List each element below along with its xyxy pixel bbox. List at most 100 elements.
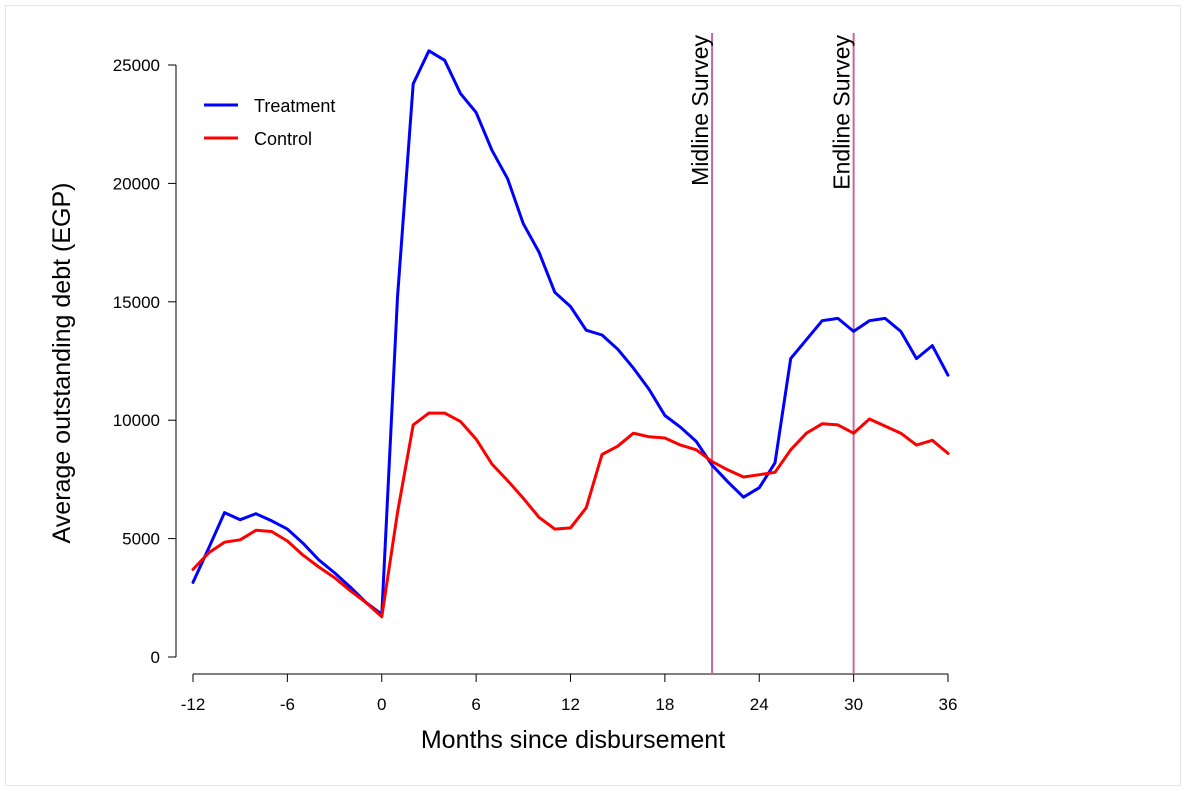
data-point-treatment xyxy=(758,486,761,489)
data-point-control xyxy=(647,435,651,438)
data-point-treatment xyxy=(805,338,808,341)
survey-lines: Midline Survey Endline Survey xyxy=(687,33,855,674)
data-point-control xyxy=(223,540,226,544)
legend-label-treatment: Treatment xyxy=(254,96,335,116)
data-point-control xyxy=(506,479,509,482)
data-point-control xyxy=(537,516,541,519)
data-point-treatment xyxy=(553,291,556,294)
data-point-control xyxy=(349,589,352,592)
x-tick-label: 36 xyxy=(939,695,958,714)
data-point-treatment xyxy=(459,92,462,95)
data-point-control xyxy=(915,443,918,447)
data-point-control xyxy=(412,423,415,427)
data-point-control xyxy=(207,551,210,555)
data-point-control xyxy=(883,424,887,428)
data-point-treatment xyxy=(836,317,840,320)
data-point-control xyxy=(427,411,431,415)
axes: 0 5000 10000 15000 20000 25000 -12 -6 0 6 12 18 24 30… xyxy=(113,56,958,714)
y-tick-label: 15000 xyxy=(113,293,160,312)
data-point-control xyxy=(191,568,195,571)
x-axis-title: Months since disbursement xyxy=(421,726,725,754)
y-tick-label: 25000 xyxy=(113,56,160,75)
x-tick-label: 12 xyxy=(561,695,580,714)
data-point-control xyxy=(663,436,667,440)
data-point-control xyxy=(380,615,383,618)
data-point-treatment xyxy=(915,357,918,360)
data-point-treatment xyxy=(695,440,698,443)
data-point-treatment xyxy=(427,49,431,52)
y-tick-label: 5000 xyxy=(122,530,160,549)
x-tick-label: 18 xyxy=(655,695,674,714)
data-point-control xyxy=(931,439,934,442)
data-point-control xyxy=(333,576,336,579)
data-point-treatment xyxy=(632,366,635,370)
data-point-control xyxy=(600,453,604,456)
x-tick-label: 30 xyxy=(844,695,863,714)
data-point-treatment xyxy=(317,558,321,562)
survey-line-label: Midline Survey xyxy=(687,35,713,186)
data-point-treatment xyxy=(742,495,745,499)
data-point-treatment xyxy=(223,511,226,514)
data-point-treatment xyxy=(474,111,478,114)
data-point-control xyxy=(459,420,462,423)
x-tick-label: 24 xyxy=(750,695,769,714)
data-point-control xyxy=(396,511,399,514)
series-lines xyxy=(191,49,950,619)
data-point-treatment xyxy=(946,374,950,377)
data-point-treatment xyxy=(396,295,399,299)
data-point-control xyxy=(632,432,635,435)
data-point-treatment xyxy=(490,149,494,152)
data-point-control xyxy=(758,473,761,476)
data-point-control xyxy=(490,462,494,466)
data-point-control xyxy=(852,432,855,435)
data-point-treatment xyxy=(789,357,792,360)
data-point-control xyxy=(616,445,619,448)
data-point-control xyxy=(569,526,572,530)
data-point-control xyxy=(899,432,903,435)
data-point-treatment xyxy=(710,463,714,467)
data-point-control xyxy=(946,452,950,455)
data-point-control xyxy=(301,553,305,557)
data-point-treatment xyxy=(726,480,729,483)
data-point-control xyxy=(695,448,698,451)
data-point-treatment xyxy=(679,426,682,429)
data-point-treatment xyxy=(600,333,604,337)
data-point-treatment xyxy=(333,571,336,575)
data-point-control xyxy=(805,432,808,435)
data-point-control xyxy=(553,527,556,531)
data-point-treatment xyxy=(616,347,619,351)
series-line-control xyxy=(191,411,950,619)
data-point-control xyxy=(522,497,525,500)
x-tick-label: -6 xyxy=(280,695,295,714)
data-point-control xyxy=(443,411,446,415)
data-point-treatment xyxy=(537,250,541,254)
data-point-control xyxy=(789,448,792,451)
data-point-control xyxy=(836,423,840,427)
data-point-treatment xyxy=(522,222,525,225)
data-point-treatment xyxy=(663,414,667,417)
data-point-treatment xyxy=(773,461,777,465)
y-axis-title: Average outstanding debt (EGP) xyxy=(48,183,76,544)
data-point-treatment xyxy=(254,512,258,515)
chart-frame xyxy=(5,5,1181,786)
y-tick-label: 20000 xyxy=(113,174,160,193)
data-point-treatment xyxy=(852,330,855,333)
data-point-treatment xyxy=(868,319,871,322)
data-point-treatment xyxy=(647,388,651,391)
data-point-treatment xyxy=(349,585,352,589)
legend: Treatment Control xyxy=(204,96,335,149)
x-tick-label: -12 xyxy=(181,695,206,714)
data-point-treatment xyxy=(286,527,289,531)
data-point-treatment xyxy=(569,305,572,308)
data-point-control xyxy=(742,475,745,479)
data-point-control xyxy=(726,468,729,472)
data-point-treatment xyxy=(301,542,305,545)
data-point-control xyxy=(773,471,777,474)
data-point-treatment xyxy=(412,82,415,86)
data-point-control xyxy=(710,460,714,463)
data-point-treatment xyxy=(207,546,210,550)
data-point-control xyxy=(254,529,258,532)
data-point-treatment xyxy=(270,519,273,523)
survey-line-label: Endline Survey xyxy=(829,35,855,190)
